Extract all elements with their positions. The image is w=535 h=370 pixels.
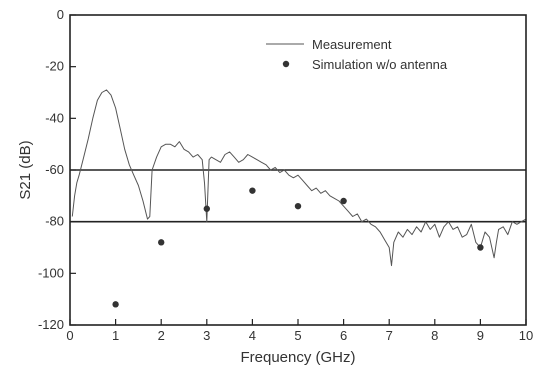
x-tick-label: 3 [203, 328, 210, 343]
series-layer [71, 89, 527, 308]
x-tick-label: 0 [66, 328, 73, 343]
simulation-point [294, 202, 302, 210]
y-tick-label: -80 [45, 214, 64, 229]
simulation-point [477, 244, 484, 251]
plot-frame [69, 14, 527, 326]
x-axis-label: Frequency (GHz) [240, 349, 355, 366]
x-tick-label: 9 [477, 328, 484, 343]
x-tick-label: 1 [112, 328, 119, 343]
x-tick-label: 6 [340, 328, 347, 343]
x-tick-label: 8 [431, 328, 438, 343]
legend-label-simulation: Simulation w/o antenna [312, 57, 448, 72]
series-line-measurement [71, 89, 527, 267]
y-tick-label: -60 [45, 162, 64, 177]
x-tick-label: 7 [386, 328, 393, 343]
x-tick-label: 2 [158, 328, 165, 343]
y-tick-label: -40 [45, 110, 64, 125]
y-tick-labels: 0 -20 -40 -60 -80 -100 -120 [38, 7, 64, 332]
simulation-point [249, 187, 256, 194]
reference-lines [70, 169, 526, 223]
legend: Measurement Simulation w/o antenna [266, 37, 448, 72]
y-tick-label: -120 [38, 317, 64, 332]
legend-label-measurement: Measurement [312, 37, 392, 52]
y-tick-label: -20 [45, 59, 64, 74]
y-axis-label: S21 (dB) [17, 140, 34, 199]
x-tick-label: 5 [294, 328, 301, 343]
simulation-point [340, 197, 347, 205]
simulation-point [112, 301, 119, 308]
y-tick-label: 0 [57, 7, 64, 22]
x-tick-label: 4 [249, 328, 256, 343]
x-tick-labels: 0 1 2 3 4 5 6 7 8 9 10 [66, 328, 533, 343]
simulation-point [158, 239, 165, 246]
simulation-point [203, 205, 210, 212]
y-tick-label: -100 [38, 265, 64, 280]
x-tick-label: 10 [519, 328, 533, 343]
legend-marker-swatch [282, 60, 290, 68]
